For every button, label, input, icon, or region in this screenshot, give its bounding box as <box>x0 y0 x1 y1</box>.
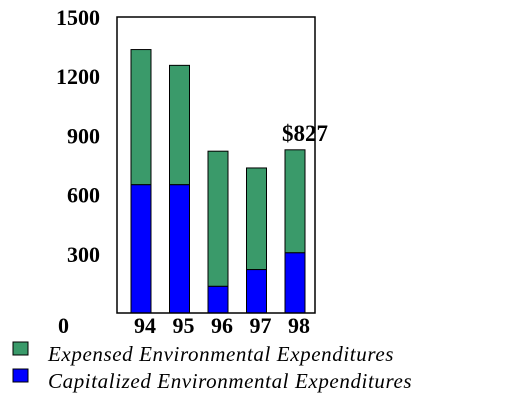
legend: Expensed Environmental Expenditures Capit… <box>12 341 412 393</box>
legend-label: Expensed Environmental Expenditures <box>47 342 394 366</box>
bar-capitalized-97 <box>246 269 267 314</box>
y-tick-label-900: 900 <box>67 123 100 148</box>
bar-capitalized-95 <box>169 184 190 314</box>
bar-expensed-98 <box>284 149 306 254</box>
x-axis-ticks: 94 95 96 97 98 <box>134 313 310 338</box>
x-tick-label-94: 94 <box>134 313 156 338</box>
bars-layer <box>130 49 306 314</box>
x-tick-label-97: 97 <box>250 313 272 338</box>
legend-label: Capitalized Environmental Expenditures <box>48 369 412 393</box>
y-tick-label-300: 300 <box>67 242 100 267</box>
y-tick-label-600: 600 <box>67 183 100 208</box>
bar-expensed-94 <box>130 49 152 186</box>
y-tick-label-1200: 1200 <box>56 64 100 89</box>
annotations: $827 <box>282 121 328 146</box>
y-axis-ticks: 0 300 600 900 1200 1500 <box>56 5 100 338</box>
y-tick-label-0: 0 <box>58 313 69 338</box>
bar-expensed-97 <box>246 167 267 271</box>
y-tick-label-1500: 1500 <box>56 5 100 30</box>
bar-capitalized-98 <box>284 252 306 314</box>
annotation-total-label: $827 <box>282 121 328 146</box>
legend-swatch <box>12 341 29 356</box>
bar-capitalized-96 <box>207 285 229 314</box>
plot-area-frame <box>116 16 316 314</box>
x-tick-label-98: 98 <box>288 313 310 338</box>
x-tick-label-95: 95 <box>173 313 195 338</box>
bar-capitalized-94 <box>130 184 152 314</box>
bar-expensed-96 <box>207 150 229 287</box>
legend-swatch <box>12 368 29 383</box>
x-tick-label-96: 96 <box>211 313 233 338</box>
bar-expensed-95 <box>169 64 190 186</box>
